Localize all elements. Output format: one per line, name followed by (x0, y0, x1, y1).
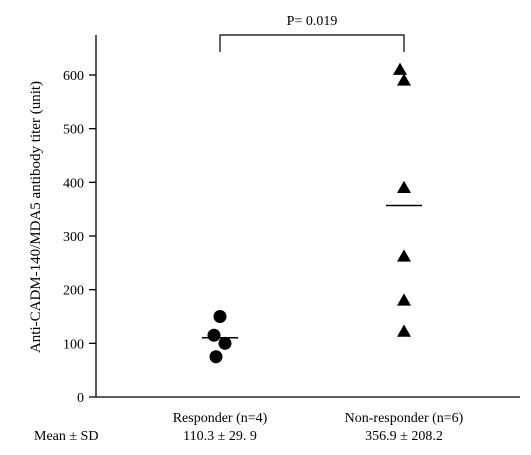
data-point-circle (209, 350, 223, 364)
data-point-triangle (397, 293, 411, 306)
group-label: Responder (n=4) (173, 411, 268, 426)
y-tick-label: 0 (77, 391, 84, 406)
significance-bracket: P= 0.019 (219, 14, 405, 52)
y-tick-label: 600 (63, 69, 84, 84)
data-point-triangle (397, 324, 411, 337)
data-point-circle (207, 328, 221, 342)
data-point-triangle (397, 249, 411, 262)
p-value-label: P= 0.019 (287, 14, 338, 29)
group-mean-sd: 356.9 ± 208.2 (365, 429, 443, 444)
group-labels: Responder (n=4) 110.3 ± 29. 9 Non-responde… (173, 411, 464, 444)
data-point-circle (218, 336, 232, 350)
data-point-triangle (397, 73, 411, 86)
y-axis-label: Anti-CADM-140/MDA5 antibody titer (unit) (28, 81, 44, 353)
y-tick-label: 100 (63, 337, 84, 352)
data-points (202, 62, 422, 364)
significance-bracket-line (219, 34, 405, 52)
data-point-triangle (397, 180, 411, 193)
group-label: Non-responder (n=6) (345, 411, 464, 426)
y-tick-label: 200 (63, 284, 84, 299)
group-mean-sd: 110.3 ± 29. 9 (183, 429, 257, 444)
y-axis-ticks: 0 100 200 300 400 500 600 (63, 69, 96, 406)
y-tick-label: 300 (63, 230, 84, 245)
data-point-triangle (393, 62, 407, 75)
mean-sd-row-label: Mean ± SD (34, 429, 98, 444)
y-tick-label: 400 (63, 176, 84, 191)
data-point-circle (213, 310, 227, 323)
y-tick-label: 500 (63, 123, 84, 138)
